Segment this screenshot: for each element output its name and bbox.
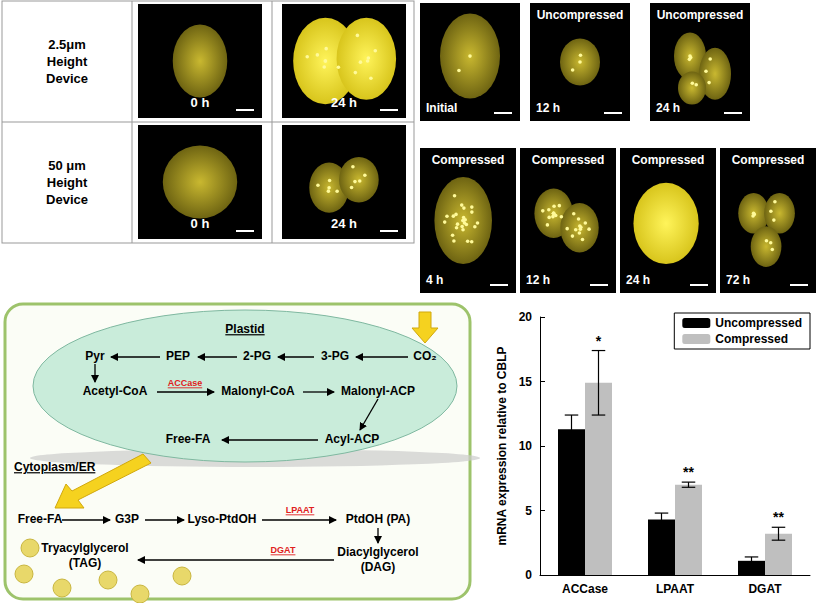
- svg-text:24 h: 24 h: [331, 216, 357, 231]
- svg-text:mRNA expression relative to CB: mRNA expression relative to CBLP: [495, 347, 509, 546]
- svg-text:Initial: Initial: [426, 101, 457, 115]
- svg-text:10: 10: [519, 439, 533, 453]
- svg-text:Plastid: Plastid: [225, 322, 264, 336]
- svg-text:Uncompressed: Uncompressed: [537, 8, 624, 22]
- svg-text:2-PG: 2-PG: [243, 349, 271, 363]
- svg-text:4 h: 4 h: [426, 273, 443, 287]
- svg-text:PtdOH (PA): PtdOH (PA): [346, 512, 410, 526]
- svg-text:24 h: 24 h: [656, 101, 680, 115]
- svg-text:Lyso-PtdOH: Lyso-PtdOH: [188, 512, 257, 526]
- svg-text:0: 0: [525, 568, 532, 582]
- svg-text:**: **: [773, 509, 784, 525]
- svg-text:LPAAT: LPAAT: [286, 505, 315, 515]
- svg-text:72 h: 72 h: [726, 273, 750, 287]
- svg-text:20: 20: [519, 310, 533, 324]
- svg-text:Compressed: Compressed: [532, 153, 605, 167]
- svg-text:Uncompressed: Uncompressed: [657, 8, 744, 22]
- svg-text:Free-FA: Free-FA: [18, 512, 63, 526]
- svg-text:Acetyl-CoA: Acetyl-CoA: [83, 384, 148, 398]
- svg-text:50 μm: 50 μm: [48, 158, 86, 173]
- svg-text:5: 5: [525, 504, 532, 518]
- svg-text:Compressed: Compressed: [432, 153, 505, 167]
- svg-text:Malonyl-CoA: Malonyl-CoA: [221, 384, 295, 398]
- svg-text:Free-FA: Free-FA: [166, 432, 211, 446]
- svg-text:Tryacylglycerol: Tryacylglycerol: [41, 541, 128, 555]
- svg-text:12 h: 12 h: [526, 273, 550, 287]
- svg-text:Acyl-ACP: Acyl-ACP: [325, 432, 380, 446]
- svg-text:15: 15: [519, 375, 533, 389]
- svg-text:Height: Height: [47, 54, 88, 69]
- svg-text:Malonyl-ACP: Malonyl-ACP: [341, 384, 415, 398]
- svg-text:*: *: [596, 333, 602, 349]
- svg-text:(TAG): (TAG): [69, 556, 101, 570]
- svg-text:Compressed: Compressed: [732, 153, 805, 167]
- svg-text:PEP: PEP: [166, 349, 190, 363]
- svg-text:Device: Device: [46, 71, 88, 86]
- svg-text:G3P: G3P: [115, 512, 139, 526]
- svg-text:(DAG): (DAG): [361, 560, 396, 574]
- svg-text:Compressed: Compressed: [715, 332, 788, 346]
- svg-text:ACCase: ACCase: [562, 582, 608, 596]
- svg-text:DGAT: DGAT: [271, 545, 296, 555]
- svg-text:Device: Device: [46, 192, 88, 207]
- svg-text:ACCase: ACCase: [168, 378, 203, 388]
- svg-text:DGAT: DGAT: [748, 582, 782, 596]
- svg-text:0 h: 0 h: [191, 95, 210, 110]
- svg-text:24 h: 24 h: [626, 273, 650, 287]
- svg-text:Compressed: Compressed: [632, 153, 705, 167]
- svg-text:3-PG: 3-PG: [321, 349, 349, 363]
- svg-text:12 h: 12 h: [536, 101, 560, 115]
- svg-text:0 h: 0 h: [191, 216, 210, 231]
- svg-text:Cytoplasm/ER: Cytoplasm/ER: [14, 460, 96, 474]
- svg-text:24 h: 24 h: [331, 95, 357, 110]
- svg-text:LPAAT: LPAAT: [656, 582, 695, 596]
- svg-text:2.5μm: 2.5μm: [48, 37, 86, 52]
- svg-text:**: **: [683, 464, 694, 480]
- svg-text:CO₂: CO₂: [413, 349, 436, 363]
- svg-text:Pyr: Pyr: [85, 349, 105, 363]
- svg-text:Uncompressed: Uncompressed: [715, 316, 802, 330]
- svg-text:Diacylglycerol: Diacylglycerol: [337, 545, 418, 559]
- svg-text:Height: Height: [47, 175, 88, 190]
